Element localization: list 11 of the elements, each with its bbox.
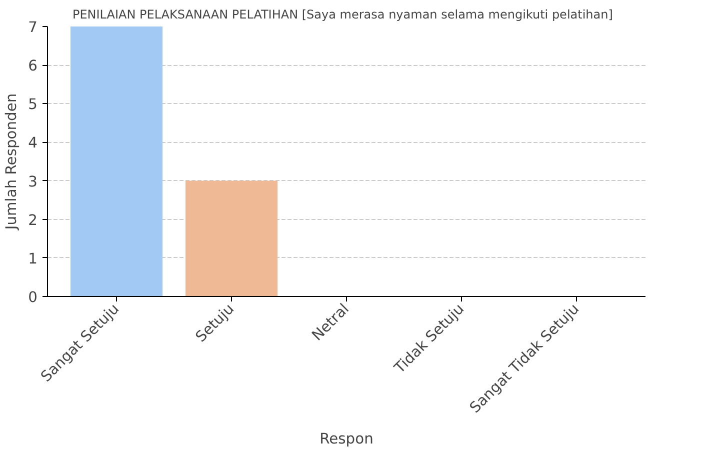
y-tick-label: 6	[28, 58, 38, 75]
x-axis-title: Respon	[320, 430, 374, 448]
y-tick-label: 2	[28, 212, 38, 229]
y-tick-label: 4	[28, 134, 38, 152]
y-tick-label: 5	[28, 96, 38, 114]
y-tick-label: 1	[28, 250, 38, 268]
y-axis-title: Jumlah Responden	[3, 93, 20, 231]
y-tick-label: 0	[28, 289, 38, 306]
y-tick-label: 3	[28, 173, 38, 190]
y-tick-label: 7	[28, 19, 38, 36]
chart-title: PENILAIAN PELAKSANAAN PELATIHAN [Saya merasa nyaman selama mengikuti pelatihan]	[72, 8, 613, 22]
